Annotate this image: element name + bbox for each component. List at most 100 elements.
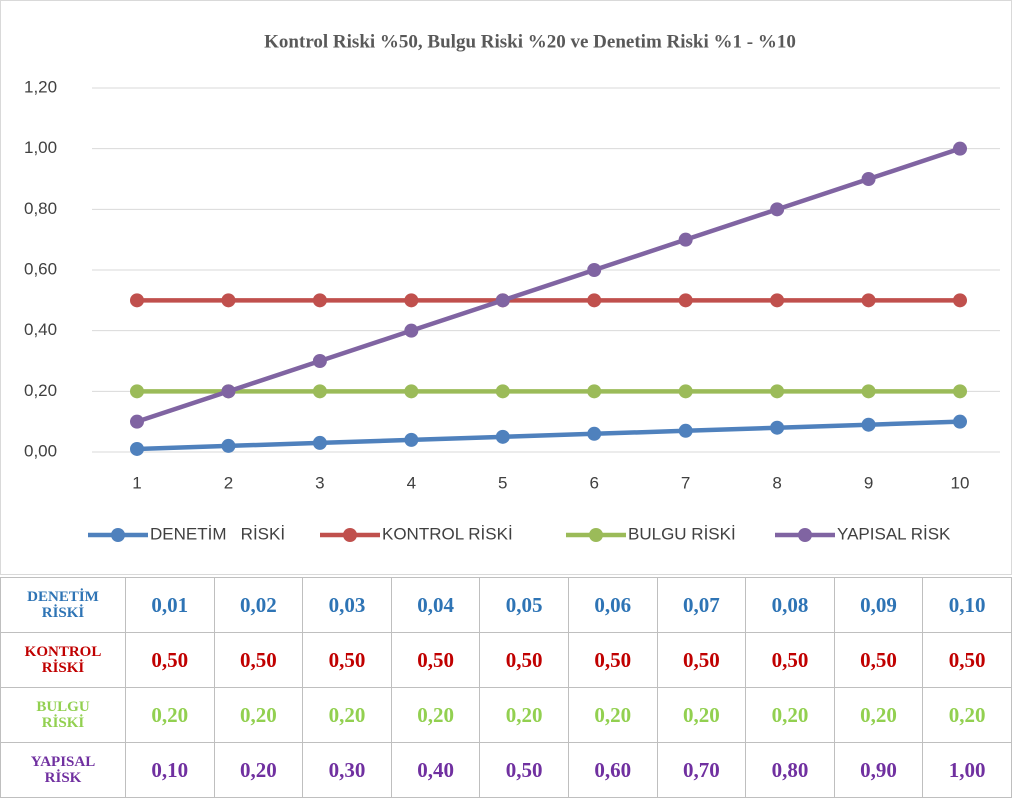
table-cell: 0,06 [567,577,658,633]
point [770,384,785,399]
table-row: DENETİM RİSKİ 0,01 0,02 0,03 0,04 0,05 0,06 0,0… [0,577,1012,633]
table-cell: 0,20 [213,687,304,743]
table-row: YAPISAL RİSK 0,10 0,20 0,30 0,40 0,50 0,60 0,70… [0,742,1012,798]
point [130,384,144,399]
x-tick-label: 3 [315,473,324,492]
point [221,293,236,308]
point [953,293,967,308]
y-tick-label: 1,00 [24,138,57,157]
point [861,384,876,399]
point [678,423,693,438]
point [404,323,419,338]
table-cell: 0,20 [479,687,569,743]
series-line [136,419,961,452]
point [404,293,419,308]
table-cell: 0,70 [656,742,747,798]
point [495,429,510,444]
table-cell: 0,20 [390,687,481,743]
x-tick-label: 2 [224,473,233,492]
point [861,172,876,186]
point [587,263,602,277]
point [861,417,876,432]
legend-marker [111,528,125,542]
table-cell: 0,04 [390,577,481,633]
table-cell: 0,60 [567,742,658,798]
series-line [136,146,961,424]
table-cell: 0,50 [656,632,747,688]
point [495,293,510,308]
legend-label: YAPISAL RİSK [837,524,951,543]
table-row: BULGU RİSKİ 0,20 0,20 0,20 0,20 0,20 0,20 0,20 0… [0,687,1012,743]
row-label: KONTROL RİSKİ [24,644,102,676]
legend-marker [589,528,603,542]
y-tick-label: 0,40 [24,320,57,339]
data-table: DENETİM RİSKİ 0,01 0,02 0,03 0,04 0,05 0,06 0,0… [0,577,1012,798]
row-label: YAPISAL RİSK [30,754,96,786]
table-cell: 1,00 [922,742,1012,798]
row-label: DENETİM RİSKİ [27,589,99,621]
table-cell: 0,20 [833,687,924,743]
table-cell: 0,20 [922,687,1012,743]
table-cell: 0,08 [745,577,835,633]
table-cell: 0,07 [656,577,747,633]
y-tick-label: 0,80 [24,199,57,218]
table-cell: 0,20 [567,687,658,743]
table-cell: 0,50 [125,632,215,688]
chart-title: Kontrol Riski %50, Bulgu Riski %20 ve De… [264,31,796,52]
table-cell: 0,05 [479,577,569,633]
point [678,293,693,308]
legend-label: BULGU RİSKİ [628,524,736,543]
row-header: BULGU RİSKİ [0,687,126,743]
y-tick-label: 0,60 [24,259,57,278]
point [770,293,785,308]
point [312,384,327,399]
table-cell: 0,20 [745,687,835,743]
point [770,202,785,217]
legend-label: DENETİM RİSKİ [150,524,285,543]
table-cell: 0,90 [833,742,924,798]
table-cell: 0,01 [125,577,215,633]
table-cell: 0,50 [390,632,481,688]
row-header: DENETİM RİSKİ [0,577,126,633]
point [495,384,510,399]
point [221,438,236,453]
point [130,441,144,456]
table-cell: 0,10 [125,742,215,798]
table-cell: 0,40 [390,742,481,798]
table-cell: 0,20 [656,687,747,743]
point [678,384,693,399]
row-header: KONTROL RİSKİ [0,632,126,688]
y-tick-label: 0,20 [24,381,57,400]
point [221,384,236,399]
chart: Kontrol Riski %50, Bulgu Riski %20 ve De… [0,0,1012,575]
point [312,293,327,308]
table-cell: 0,50 [833,632,924,688]
point [587,384,602,399]
table-cell: 0,80 [745,742,835,798]
y-tick-label: 0,00 [24,441,57,460]
row-header: YAPISAL RİSK [0,742,126,798]
point [953,141,967,156]
table-cell: 0,03 [302,577,392,633]
point [130,414,144,429]
point [678,232,693,247]
table-cell: 0,09 [833,577,924,633]
point [312,435,327,450]
legend-label: KONTROL RİSKİ [382,524,513,543]
x-tick-label: 7 [681,473,690,492]
table-cell: 0,50 [213,632,304,688]
table-cell: 0,20 [213,742,304,798]
y-tick-label: 1,20 [24,77,57,96]
chart-border [0,0,1012,575]
table-cell: 0,20 [302,687,392,743]
row-label: BULGU RİSKİ [36,699,90,731]
x-tick-label: 8 [772,473,781,492]
x-tick-label: 9 [864,473,873,492]
table-cell: 0,20 [125,687,215,743]
point [587,293,602,308]
point [130,293,144,308]
point [587,426,602,441]
table-cell: 0,30 [302,742,392,798]
table-cell: 0,50 [479,632,569,688]
legend-marker [798,528,812,542]
